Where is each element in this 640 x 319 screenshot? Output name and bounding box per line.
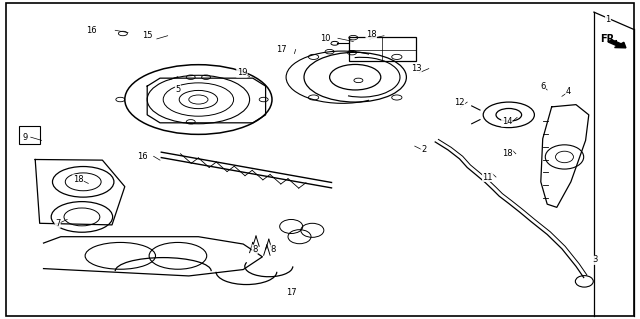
Text: 18: 18 bbox=[366, 30, 376, 39]
Text: 13: 13 bbox=[411, 64, 421, 73]
Text: 4: 4 bbox=[566, 87, 571, 96]
Text: 10: 10 bbox=[320, 34, 330, 43]
Text: 18: 18 bbox=[502, 149, 513, 158]
Text: 9: 9 bbox=[23, 133, 28, 142]
Text: 2: 2 bbox=[421, 145, 426, 154]
Bar bbox=[19, 126, 40, 144]
Text: 12: 12 bbox=[454, 98, 465, 107]
Bar bbox=[349, 37, 416, 61]
Text: 17: 17 bbox=[286, 288, 296, 297]
Text: 16: 16 bbox=[137, 152, 147, 161]
Text: 1: 1 bbox=[605, 15, 611, 24]
Text: 16: 16 bbox=[86, 26, 97, 35]
Text: 17: 17 bbox=[276, 45, 287, 54]
Text: 19: 19 bbox=[237, 68, 247, 77]
Text: 6: 6 bbox=[540, 82, 545, 91]
Text: 15: 15 bbox=[142, 31, 152, 40]
Text: 18: 18 bbox=[73, 175, 83, 184]
Text: 11: 11 bbox=[483, 173, 493, 182]
Text: 8: 8 bbox=[271, 245, 276, 254]
Text: 8: 8 bbox=[252, 245, 257, 254]
Text: 3: 3 bbox=[593, 256, 598, 264]
FancyArrow shape bbox=[608, 40, 626, 48]
Text: 5: 5 bbox=[175, 85, 180, 94]
Text: 7: 7 bbox=[55, 219, 60, 228]
Text: 14: 14 bbox=[502, 117, 512, 126]
Text: FR.: FR. bbox=[600, 34, 618, 44]
